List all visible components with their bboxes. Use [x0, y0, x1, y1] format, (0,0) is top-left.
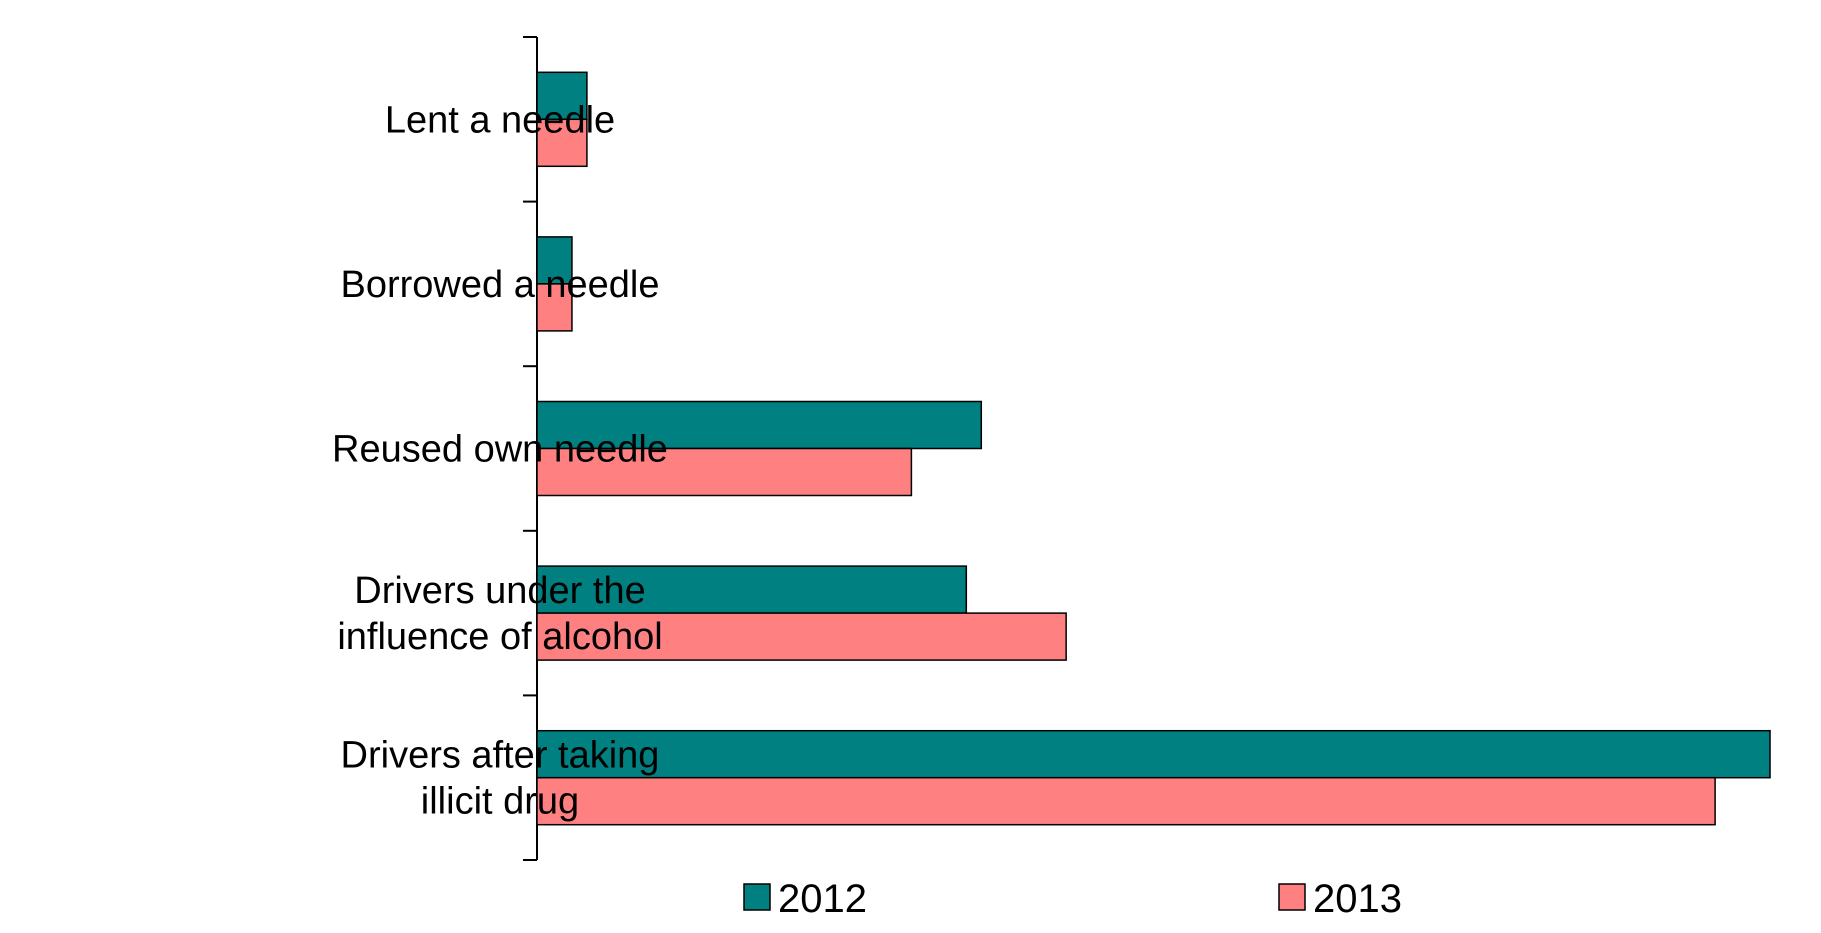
category-label: illicit drug — [421, 781, 579, 823]
category-label: Drivers after taking — [341, 735, 660, 777]
bar-2012 — [536, 565, 968, 614]
legend: 2012 2013 — [743, 877, 1402, 921]
bar-2012 — [536, 400, 983, 450]
category-label: Borrowed a needle — [341, 264, 660, 306]
bar-2013 — [536, 776, 1716, 826]
bar-2013 — [536, 612, 1067, 661]
bar-layer — [536, 71, 1771, 826]
category-label: influence of alcohol — [337, 616, 662, 658]
bar-2013 — [536, 118, 588, 168]
legend-swatch-2012 — [743, 883, 771, 911]
legend-swatch-2013 — [1278, 883, 1306, 911]
category-label: Lent a needle — [385, 99, 615, 141]
bar-2013 — [536, 447, 913, 497]
bar-2013 — [536, 283, 573, 332]
category-label: Drivers under the — [354, 570, 645, 612]
bar-2012 — [536, 236, 573, 285]
legend-label-2012: 2012 — [778, 877, 867, 921]
legend-label-2013: 2013 — [1313, 877, 1402, 921]
bar-2012 — [536, 729, 1771, 779]
category-label: Reused own needle — [332, 429, 668, 471]
category-labels: Lent a needle Borrowed a needle Reused own… — [332, 99, 668, 822]
